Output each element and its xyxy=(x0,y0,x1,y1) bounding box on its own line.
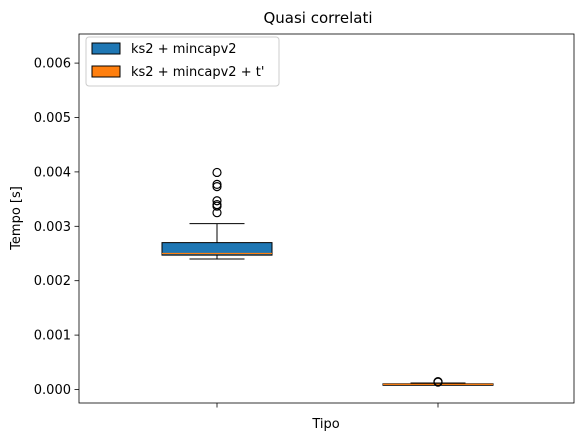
chart-title: Quasi correlati xyxy=(263,9,372,27)
y-tick-label-5: 0.005 xyxy=(34,111,71,126)
y-tick-label-6: 0.006 xyxy=(34,57,71,72)
outlier-1-7 xyxy=(212,167,222,178)
legend-label-ks2-mincapv2: ks2 + mincapv2 xyxy=(131,42,237,57)
y-tick-label-0: 0.000 xyxy=(34,383,71,398)
legend-frame xyxy=(85,36,280,87)
box-layer xyxy=(161,167,494,387)
legend-swatch-ks2-mincapv2 xyxy=(91,42,121,55)
y-axis-label: Tempo [s] xyxy=(9,186,24,251)
legend: ks2 + mincapv2 ks2 + mincapv2 + t' xyxy=(85,36,280,87)
y-axis: 0.000 0.001 0.002 0.003 0.004 0.005 0.006 xyxy=(34,57,79,398)
box-group-1 xyxy=(161,167,273,260)
outlier-1-3 xyxy=(212,199,222,210)
outlier-1-6 xyxy=(212,179,222,190)
outlier-1-4 xyxy=(212,196,222,206)
y-tick-label-2: 0.002 xyxy=(34,274,71,289)
x-axis xyxy=(216,403,439,408)
box-1 xyxy=(161,242,273,256)
legend-swatch-ks2-mincapv2-t xyxy=(91,65,121,78)
legend-label-ks2-mincapv2-t: ks2 + mincapv2 + t' xyxy=(131,65,264,80)
plot-frame xyxy=(78,33,575,404)
box-group-2 xyxy=(382,377,494,387)
outlier-2-2 xyxy=(433,377,443,387)
y-tick-label-3: 0.003 xyxy=(34,220,71,235)
x-axis-label: Tipo xyxy=(311,417,339,432)
y-tick-label-1: 0.001 xyxy=(34,329,71,344)
y-tick-label-4: 0.004 xyxy=(34,165,71,180)
